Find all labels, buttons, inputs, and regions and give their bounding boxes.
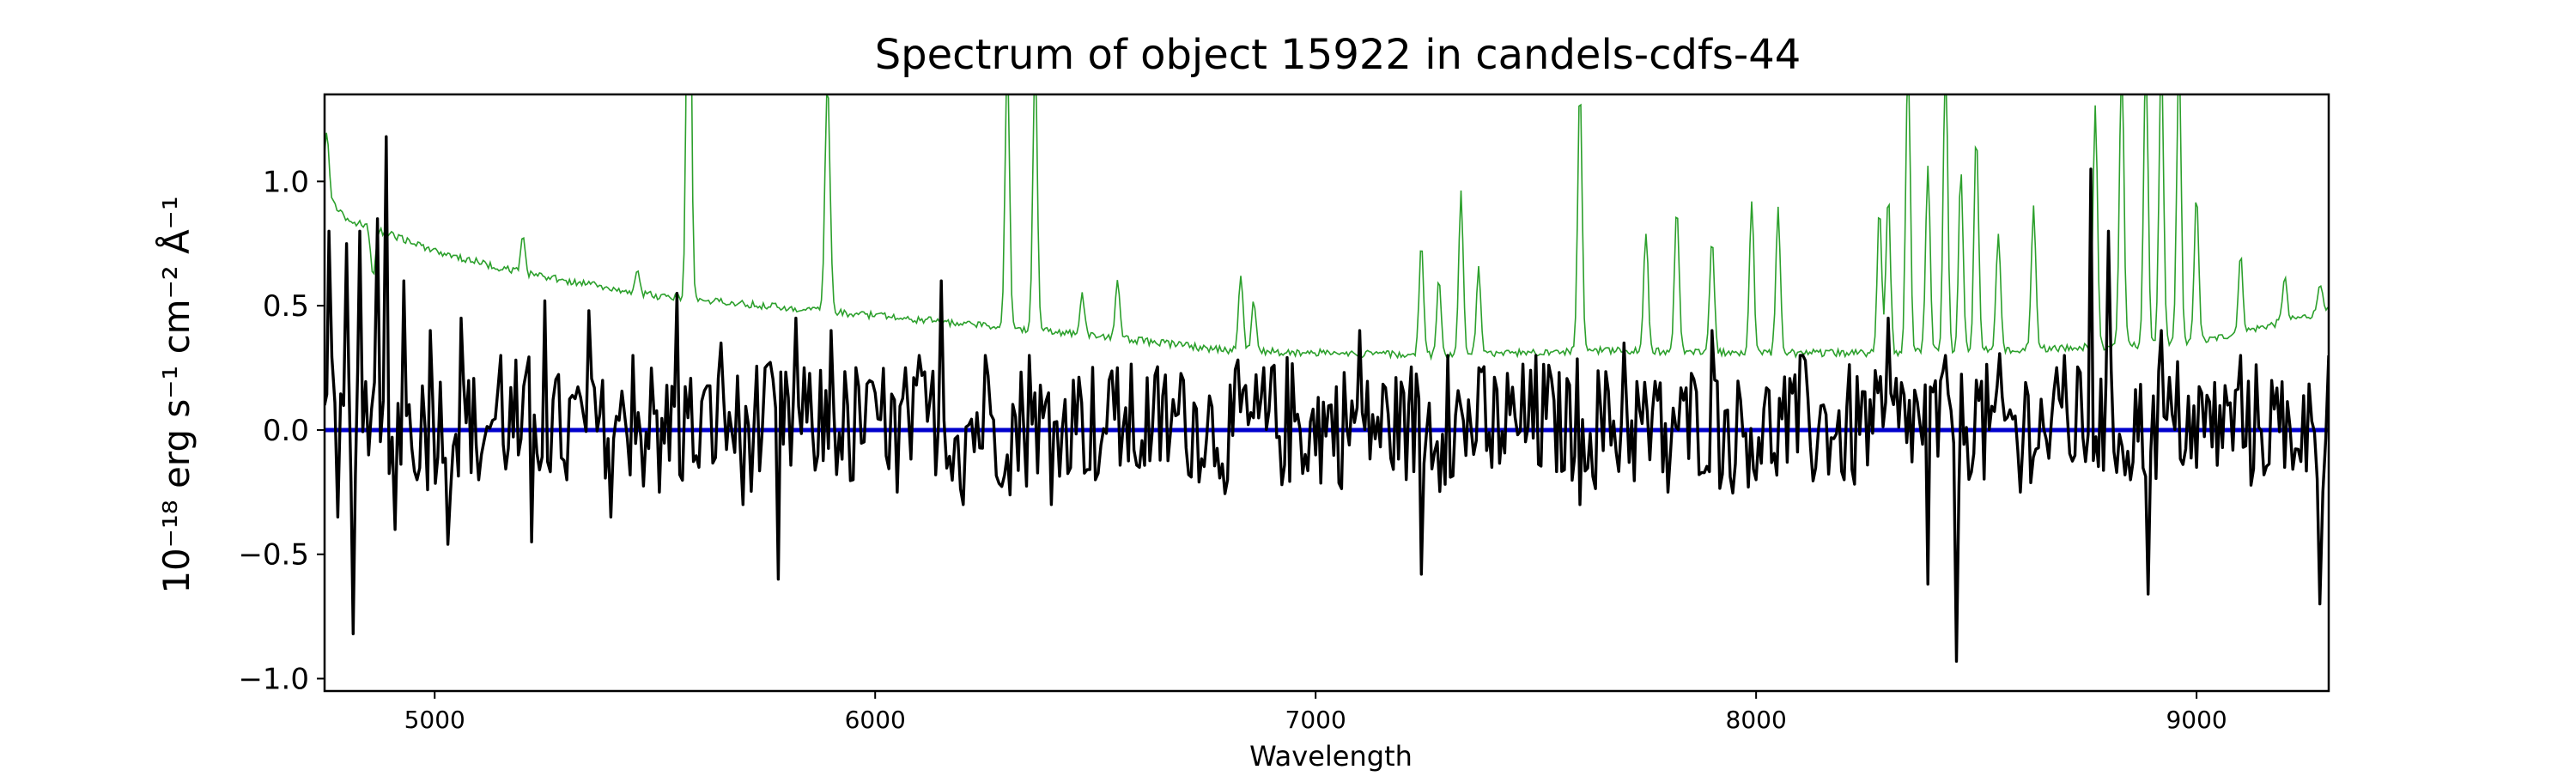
- x-tick-label: 7000: [1285, 706, 1346, 734]
- x-tick-label: 6000: [845, 706, 906, 734]
- axes: 5000 6000 7000 8000 9000 −1.0 −0.5 0.0 0.5 1.0: [238, 93, 2330, 734]
- x-tick-label: 8000: [1726, 706, 1787, 734]
- x-tick-label: 9000: [2166, 706, 2227, 734]
- y-tick-label: −1.0: [238, 663, 309, 697]
- y-tick-label: −0.5: [238, 538, 309, 573]
- plot-area: [325, 94, 2329, 663]
- flux-spectrum-line: [325, 135, 2329, 663]
- y-tick-label: 0.0: [263, 414, 309, 448]
- y-axis-label: 10⁻¹⁸ erg s⁻¹ cm⁻² Å⁻¹: [155, 196, 197, 593]
- x-tick-label: 5000: [404, 706, 465, 734]
- chart-title: Spectrum of object 15922 in candels-cdfs…: [875, 31, 1801, 79]
- sky-spectrum-line: [325, 94, 2329, 361]
- y-tick-label: 1.0: [263, 165, 309, 199]
- plot-frame: [323, 93, 2330, 693]
- x-axis-label: Wavelength: [1249, 740, 1413, 773]
- y-tick-label: 0.5: [263, 289, 309, 324]
